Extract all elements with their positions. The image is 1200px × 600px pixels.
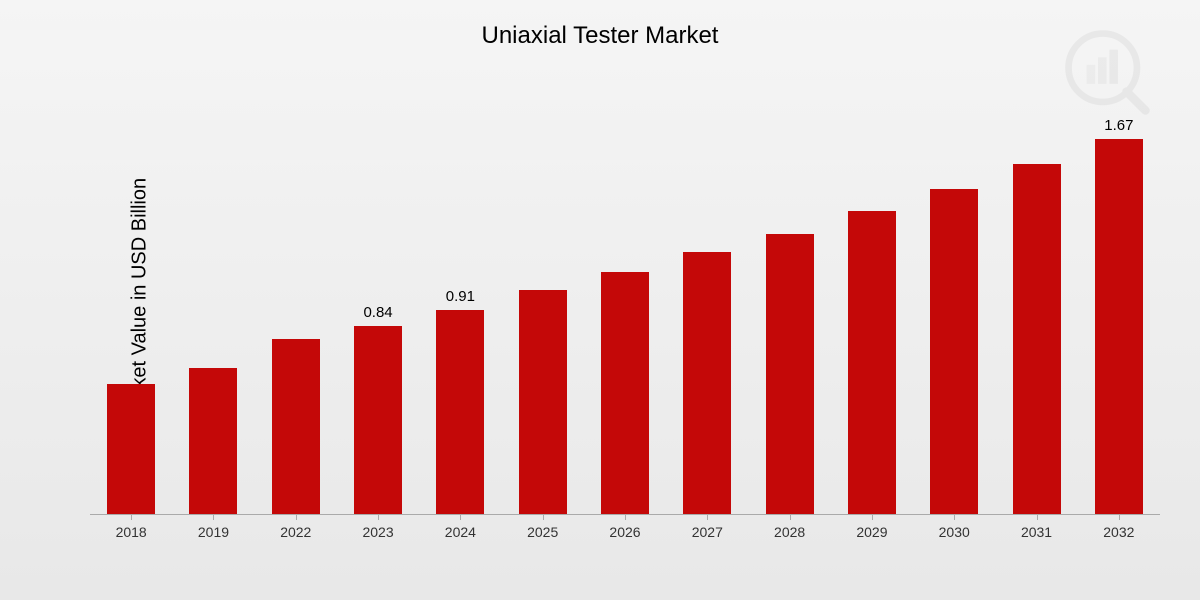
bar-group: [930, 167, 978, 514]
bar-group: [683, 230, 731, 514]
bar: [1013, 164, 1061, 514]
x-tick: [1119, 514, 1120, 520]
bar: [601, 272, 649, 514]
bar-group: 1.67: [1095, 117, 1143, 514]
x-tick: [707, 514, 708, 520]
bar-group: [1013, 142, 1061, 514]
x-tick: [296, 514, 297, 520]
x-tick: [625, 514, 626, 520]
bar: [189, 368, 237, 514]
x-tick: [131, 514, 132, 520]
bar: [1095, 139, 1143, 514]
bar: [436, 310, 484, 514]
x-axis-label: 2028: [774, 524, 805, 540]
x-axis-label: 2027: [692, 524, 723, 540]
x-axis-label: 2031: [1021, 524, 1052, 540]
bar-group: [519, 268, 567, 514]
plot-area: 2018201920220.8420230.912024202520262027…: [90, 100, 1160, 515]
x-tick: [1037, 514, 1038, 520]
bar: [519, 290, 567, 514]
x-tick: [543, 514, 544, 520]
x-tick: [378, 514, 379, 520]
bar-group: [189, 346, 237, 514]
x-axis-label: 2025: [527, 524, 558, 540]
bar: [930, 189, 978, 514]
chart-container: 2018 2019 2022 0.84 2023 0.91 2024 2025 2026 2027…: [90, 100, 1160, 550]
bar-group: [601, 250, 649, 514]
x-axis-label: 2024: [445, 524, 476, 540]
bar-group: 0.84: [354, 304, 402, 514]
bar: [848, 211, 896, 514]
x-axis-label: 2019: [198, 524, 229, 540]
x-tick: [872, 514, 873, 520]
bar-group: [848, 189, 896, 514]
bar: [272, 339, 320, 514]
x-axis-label: 2023: [362, 524, 393, 540]
bar-group: [766, 212, 814, 514]
bar: [354, 326, 402, 514]
x-tick: [460, 514, 461, 520]
bar: [107, 384, 155, 514]
x-axis-label: 2030: [939, 524, 970, 540]
x-axis-label: 2026: [609, 524, 640, 540]
bar-value-label: 1.67: [1104, 117, 1133, 135]
bar-group: [272, 317, 320, 514]
bar: [766, 234, 814, 514]
bar-value-label: 0.84: [363, 304, 392, 322]
x-axis-label: 2022: [280, 524, 311, 540]
bar-group: 0.91: [436, 288, 484, 514]
x-tick: [213, 514, 214, 520]
x-axis-label: 2032: [1103, 524, 1134, 540]
bar-group: [107, 362, 155, 514]
bar-value-label: 0.91: [446, 288, 475, 306]
chart-title: Uniaxial Tester Market: [0, 0, 1200, 50]
x-tick: [790, 514, 791, 520]
x-axis-label: 2029: [856, 524, 887, 540]
x-axis-label: 2018: [116, 524, 147, 540]
x-tick: [954, 514, 955, 520]
bar: [683, 252, 731, 514]
